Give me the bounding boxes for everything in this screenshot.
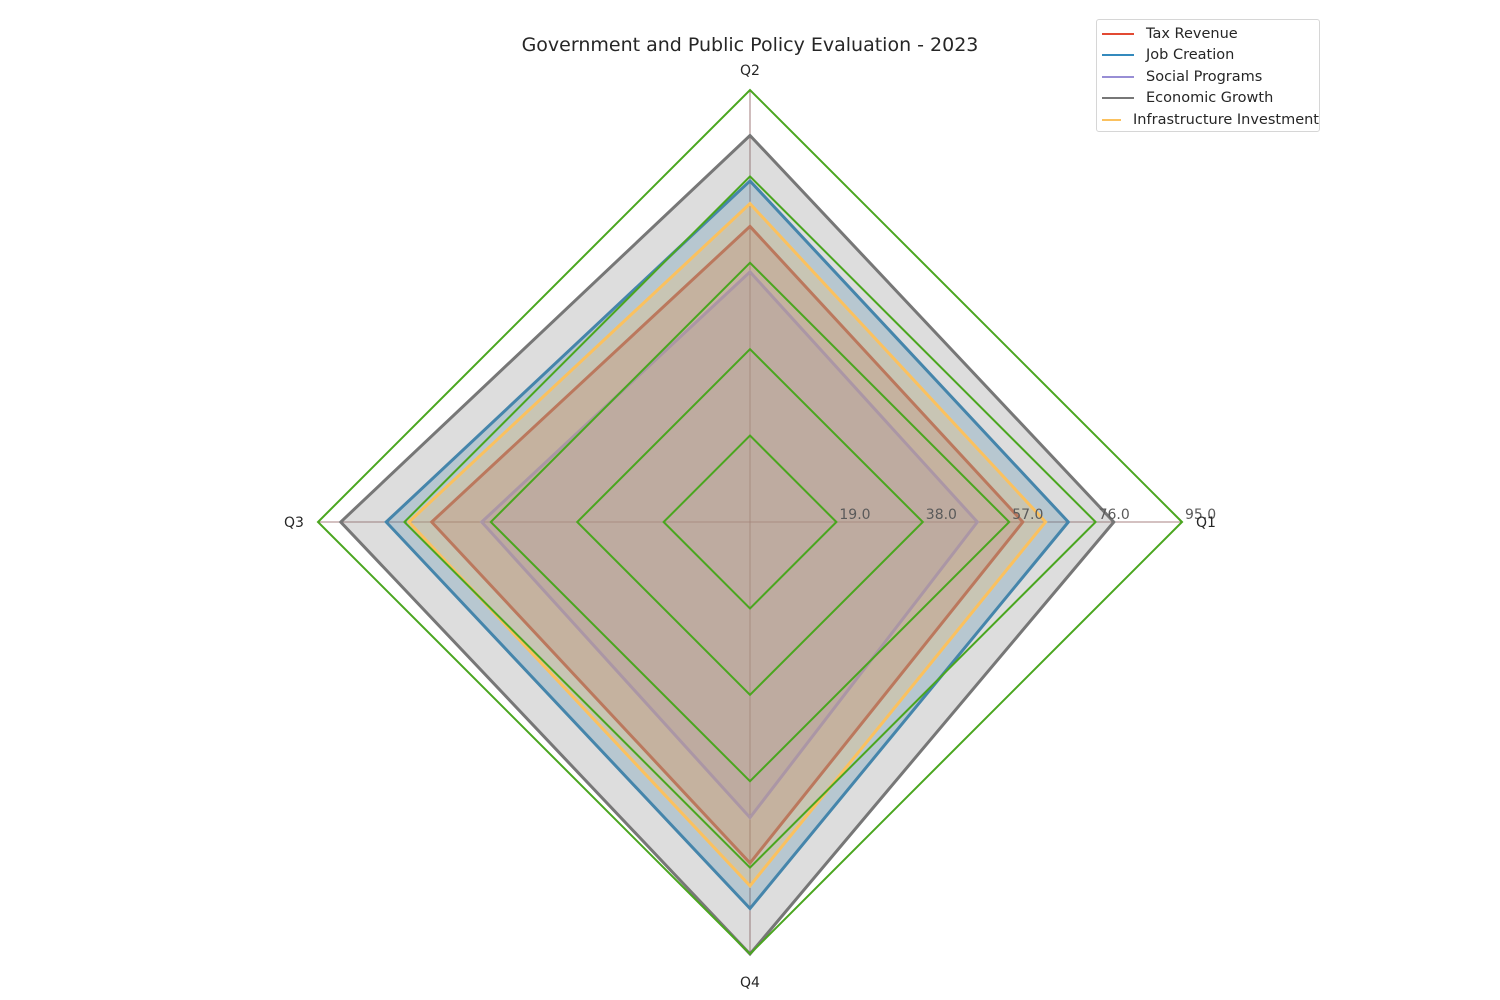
legend: Tax Revenue Job Creation Social Programs Ec… (1096, 19, 1320, 132)
legend-item: Economic Growth (1097, 88, 1319, 110)
legend-swatch (1102, 97, 1134, 100)
axis-label-q1: Q1 (1196, 515, 1216, 531)
legend-item: Social Programs (1097, 66, 1319, 88)
legend-item: Tax Revenue (1097, 23, 1319, 45)
series-layer (338, 133, 1116, 957)
legend-label: Social Programs (1146, 68, 1263, 85)
r-tick-label: 19.0 (839, 507, 870, 523)
label-layer: 19.0 38.0 57.0 76.0 95.0Q1 Q2 Q3 Q4 (284, 63, 1216, 991)
grid-ring-3 (402, 174, 1098, 870)
legend-label: Tax Revenue (1146, 25, 1238, 42)
grid-ring-1 (575, 347, 925, 697)
grid-ring-0 (662, 434, 838, 610)
r-tick-label: 57.0 (1012, 507, 1043, 523)
legend-item: Job Creation (1097, 45, 1319, 67)
legend-label: Economic Growth (1146, 90, 1274, 107)
legend-item: Infrastructure Investment (1097, 109, 1319, 131)
legend-label: Infrastructure Investment (1133, 111, 1319, 128)
grid-layer (318, 90, 1182, 954)
series-economic-growth (338, 133, 1116, 957)
legend-swatch (1102, 54, 1134, 57)
grid-ring-4 (316, 88, 1184, 956)
axis-label-q3: Q3 (284, 515, 304, 531)
chart-title: Government and Public Policy Evaluation … (522, 34, 979, 56)
axis-label-q4: Q4 (740, 975, 760, 991)
legend-label: Job Creation (1146, 47, 1235, 64)
series-tax-revenue (429, 224, 1025, 866)
r-tick-label: 76.0 (1099, 507, 1130, 523)
r-tick-label: 38.0 (926, 507, 957, 523)
legend-swatch (1102, 75, 1134, 78)
legend-swatch (1102, 118, 1122, 121)
axis-label-q2: Q2 (740, 63, 760, 79)
legend-swatch (1102, 32, 1134, 35)
r-tick-label: 95.0 (1185, 507, 1216, 523)
grid-ring-2 (489, 261, 1011, 783)
series-infrastructure-investment (406, 201, 1048, 889)
